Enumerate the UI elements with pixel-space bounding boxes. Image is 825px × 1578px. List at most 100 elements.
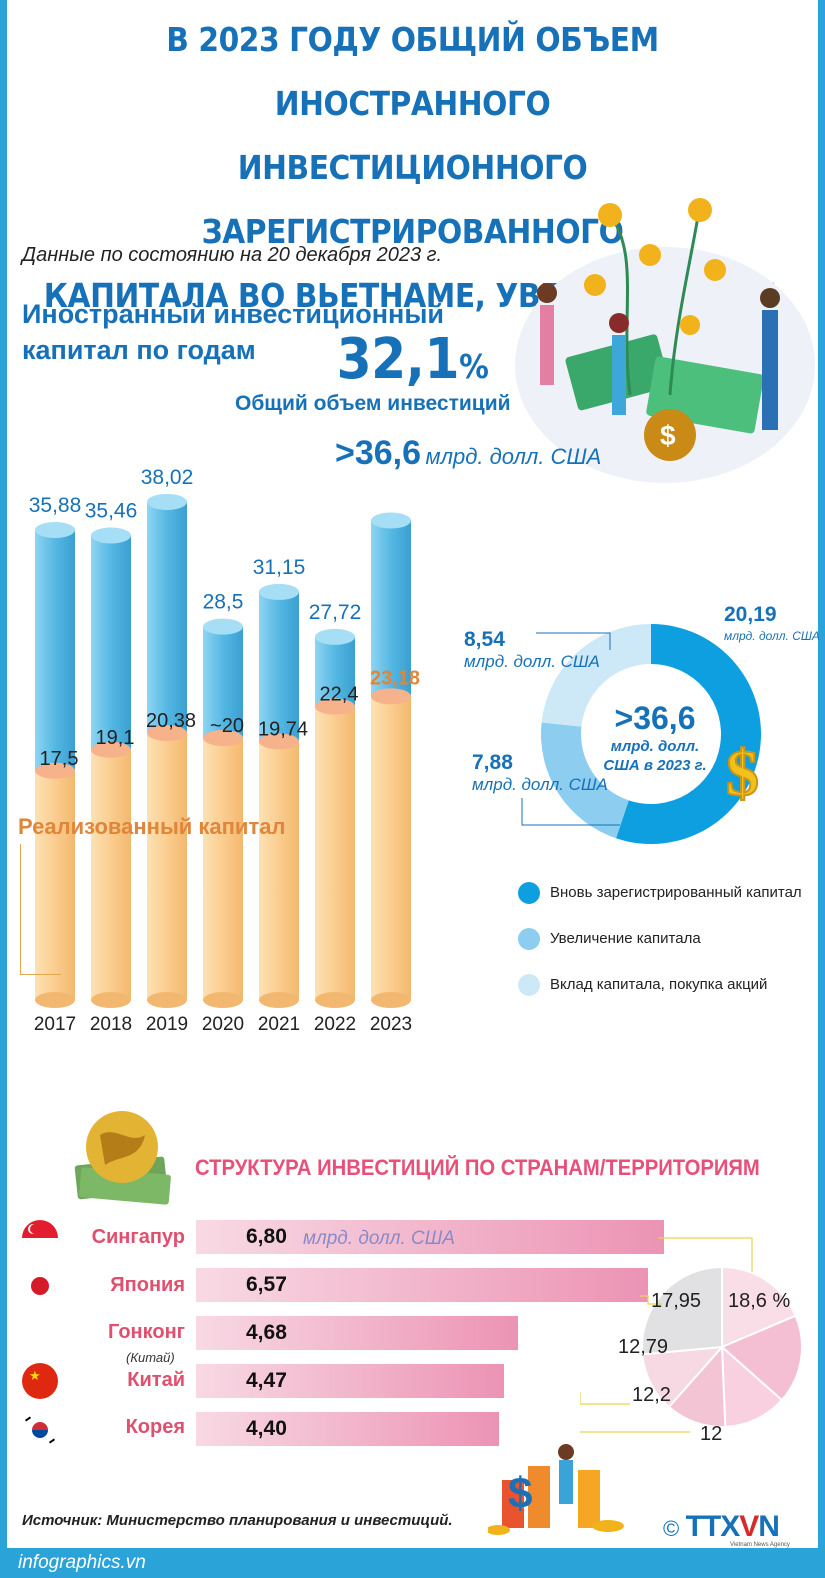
legend-label: Увеличение капитала <box>550 930 701 947</box>
country-sublabel-hongkong: (Китай) <box>126 1350 175 1365</box>
investor-illustration-icon: $ <box>488 1444 624 1535</box>
donut-label-increase: 7,88 млрд. долл. США <box>472 751 608 795</box>
pie-label-singapore: 18,6 % <box>728 1290 791 1312</box>
bar-base-2023 <box>371 992 411 1008</box>
donut-slice-2 <box>541 624 651 727</box>
bar-group-2023 <box>371 512 411 1008</box>
total-value-label-2021: 31,15 <box>253 556 306 579</box>
realized-value-label-2023: 23,18 <box>370 667 420 689</box>
country-bar-2 <box>196 1316 518 1350</box>
bar-base-2020 <box>203 992 243 1008</box>
donut-label-contribution-value: 8,54 <box>464 628 505 651</box>
bar-base-2018 <box>91 992 131 1008</box>
donut-center-text-1: млрд. долл. <box>610 738 700 755</box>
dollar-sign-icon: $ <box>725 736 760 805</box>
year-label-2017: 2017 <box>34 1014 76 1035</box>
total-investment-unit: млрд. долл. США <box>425 444 602 469</box>
total-value-label-2020: 28,5 <box>203 591 244 614</box>
legend-label: Вклад капитала, покупка акций <box>550 976 768 993</box>
pie-slice-0 <box>721 1265 797 1349</box>
capital-structure-donut <box>541 624 761 844</box>
country-label-china: Китай <box>127 1369 185 1391</box>
bar-group-2020 <box>203 618 243 1008</box>
year-label-2023: 2023 <box>370 1014 412 1035</box>
country-bar-value-3: 4,47 <box>246 1369 287 1392</box>
realized-label-connector <box>20 844 61 975</box>
bar-realized-2022 <box>315 706 355 1000</box>
section-heading-line-2: капитал по годам <box>22 335 256 365</box>
japan-flag-icon <box>22 1268 58 1304</box>
country-bar-value-1: 6,57 <box>246 1273 287 1296</box>
donut-slice-0 <box>616 624 761 844</box>
bar-realized-2020 <box>203 738 243 1000</box>
country-bar-value-2: 4,68 <box>246 1321 287 1344</box>
bar-realized-2019 <box>147 733 187 1000</box>
bar-realized-2017 <box>35 770 75 1000</box>
country-label-hongkong: Гонконг <box>107 1321 185 1343</box>
bar-group-2022 <box>315 628 355 1008</box>
country-share-pie <box>641 1265 803 1428</box>
bar-group-2018 <box>91 527 131 1008</box>
country-bar-4 <box>196 1412 499 1446</box>
realized-value-label-2020: ~20 <box>210 715 244 737</box>
investment-illustration: $ <box>515 198 815 483</box>
frame-left <box>0 0 7 1548</box>
donut-center-value: >36,6 <box>614 700 696 736</box>
realized-value-label-2019: 20,38 <box>146 710 196 732</box>
pie-label-korea: 12 <box>700 1423 723 1445</box>
yearly-bar-chart: 2017 35,88 17,5 2018 35,46 19,1 2019 38,02 20,38… <box>29 466 420 1035</box>
korea-flag-icon <box>22 1412 58 1448</box>
bar-base-2017 <box>35 992 75 1008</box>
donut-center-text-2: США в 2023 г. <box>603 757 707 774</box>
bar-realized-2023 <box>371 696 411 1000</box>
bar-realized-cap-2019 <box>147 725 187 742</box>
singapore-flag-icon <box>22 1220 58 1256</box>
country-bar-1 <box>196 1268 649 1302</box>
donut-label-increase-value: 7,88 <box>472 751 513 774</box>
total-value-label-2018: 35,46 <box>85 499 138 522</box>
pie-slice-1 <box>720 1314 803 1402</box>
bar-realized-cap-2023 <box>371 688 411 705</box>
bar-total-cap-2022 <box>315 628 355 645</box>
year-label-2020: 2020 <box>202 1014 244 1035</box>
bar-group-2019 <box>147 493 187 1008</box>
realized-value-label-2022: 22,4 <box>320 684 359 706</box>
svg-text:$: $ <box>726 737 759 805</box>
pie-label-japan: 17,95 <box>651 1290 702 1312</box>
total-investment-label: Общий объем инвестиций <box>235 392 511 415</box>
legend-swatch <box>518 882 540 904</box>
ttxvn-logo: © TTXVN <box>663 1510 780 1544</box>
bar-realized-2018 <box>91 749 131 1000</box>
date-note: Данные по состоянию на 20 декабря 2023 г… <box>22 244 443 266</box>
country-bar-value-0: 6,80 <box>246 1225 287 1248</box>
logo-part-1: TTX <box>685 1510 741 1543</box>
country-label-japan: Япония <box>110 1274 185 1296</box>
bar-total-cap-2018 <box>91 527 131 544</box>
legend-swatch <box>518 974 540 996</box>
bar-realized-cap-2017 <box>35 762 75 779</box>
total-investment-value: >36,6 млрд. долл. США <box>335 434 601 473</box>
pie-connectors <box>580 1237 753 1433</box>
copyright-symbol: © <box>663 1516 679 1541</box>
bar-total-cap-2017 <box>35 521 75 538</box>
donut-center: >36,6 млрд. долл. США в 2023 г. <box>580 700 730 775</box>
legend-swatch <box>518 928 540 950</box>
country-value-unit: млрд. долл. США <box>303 1228 455 1249</box>
frame-right <box>818 0 825 1548</box>
donut-connectors <box>521 632 620 826</box>
logo-part-3: N <box>758 1510 780 1543</box>
donut-slice-1 <box>541 722 629 839</box>
footer-site: infographics.vn <box>18 1552 146 1573</box>
footer-bar: infographics.vn <box>0 1548 825 1578</box>
china-flag-icon: ★ <box>22 1363 58 1399</box>
svg-text:$: $ <box>660 420 676 451</box>
country-bar-3 <box>196 1364 504 1398</box>
section-heading-years: Иностранный инвестиционный капитал по го… <box>22 296 444 368</box>
bar-base-2019 <box>147 992 187 1008</box>
page-title: В 2023 ГОДУ ОБЩИЙ ОБЪЕМ ИНОСТРАННОГО ИНВ… <box>41 8 784 399</box>
total-value-label-2017: 35,88 <box>29 494 82 517</box>
bar-realized-cap-2021 <box>259 733 299 750</box>
legend-label: Вновь зарегистрированный капитал <box>550 884 802 901</box>
source-note: Источник: Министерство планирования и ин… <box>22 1512 453 1529</box>
year-label-2018: 2018 <box>90 1014 132 1035</box>
